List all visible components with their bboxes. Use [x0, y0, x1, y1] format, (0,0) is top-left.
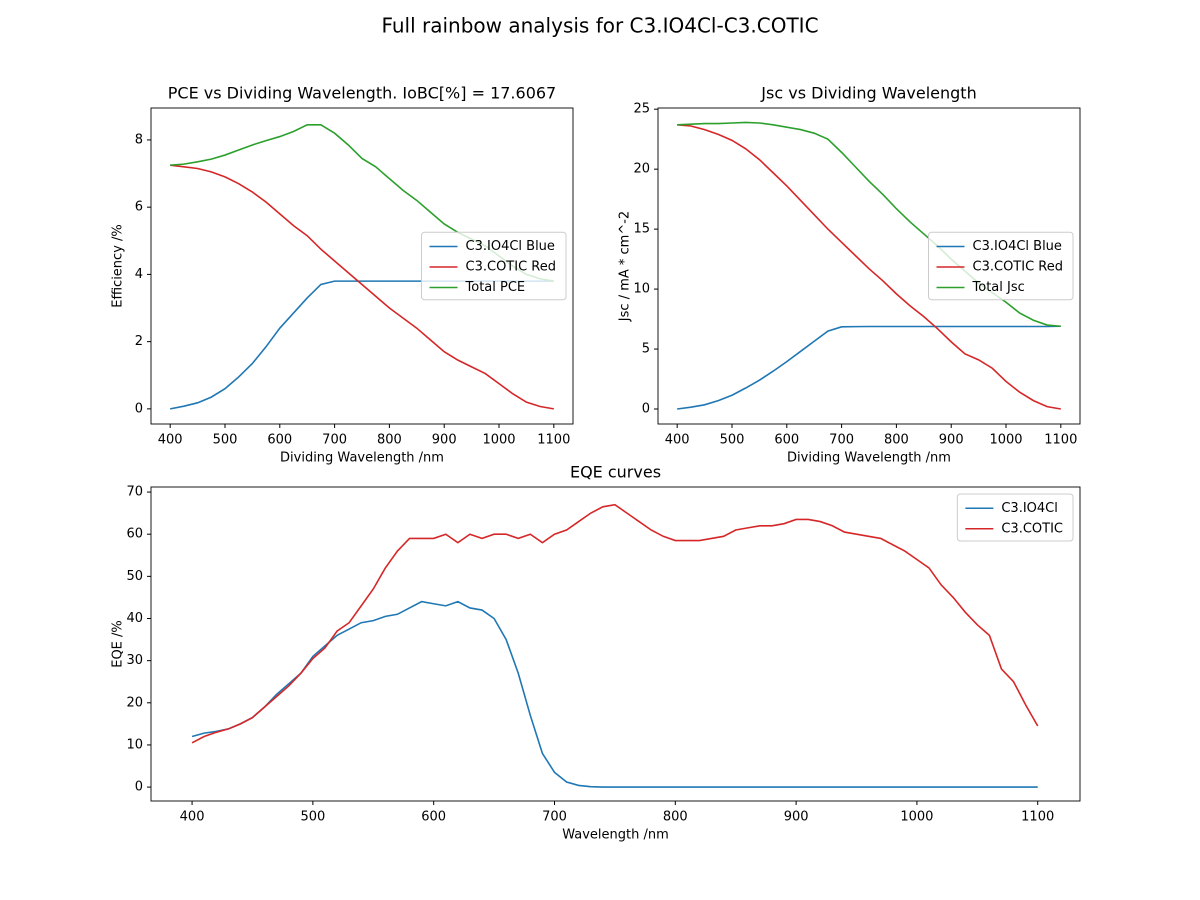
y-tick-label: 0	[135, 780, 143, 795]
y-tick-label: 50	[126, 569, 143, 584]
series-line	[677, 325, 1061, 410]
y-tick-label: 5	[642, 342, 650, 357]
y-axis-label: Jsc / mA * cm^-2	[618, 211, 633, 322]
y-tick-label: 8	[135, 132, 143, 147]
x-tick-label: 500	[213, 433, 238, 448]
x-tick-label: 700	[829, 433, 854, 448]
y-tick-label: 70	[126, 485, 143, 500]
y-tick-label: 4	[135, 267, 143, 282]
x-tick-label: 400	[158, 433, 183, 448]
y-tick-label: 20	[126, 695, 143, 710]
legend-frame	[421, 231, 567, 301]
y-tick-label: 0	[135, 401, 143, 416]
y-tick-label: 10	[126, 737, 143, 752]
series-line	[191, 503, 1039, 744]
x-axis-label: Wavelength /nm	[562, 828, 669, 843]
x-tick-label: 700	[322, 433, 347, 448]
y-tick-label: 30	[126, 653, 143, 668]
x-tick-label: 800	[377, 433, 402, 448]
series-line	[170, 164, 554, 410]
axes-title: EQE curves	[570, 463, 661, 482]
legend-label: C3.IO4Cl Blue	[466, 239, 555, 254]
legend-label: C3.COTIC	[1001, 521, 1063, 536]
y-tick-label: 2	[135, 334, 143, 349]
legend: C3.IO4Cl C3.COTIC	[956, 493, 1074, 542]
legend-label: C3.COTIC Red	[466, 260, 556, 275]
axes-title: PCE vs Dividing Wavelength. IoBC[%] = 17…	[168, 84, 556, 103]
y-axis-label: Efficiency /%	[111, 224, 126, 307]
y-tick-label: 15	[633, 222, 650, 237]
legend: C3.IO4Cl Blue C3.COTIC Red Total PCE	[421, 231, 567, 301]
legend-label: C3.IO4Cl	[1001, 501, 1058, 516]
axes-frame	[150, 486, 1081, 802]
x-tick-label: 1100	[1044, 433, 1077, 448]
x-tick-label: 600	[774, 433, 799, 448]
x-tick-label: 900	[939, 433, 964, 448]
x-tick-label: 1000	[900, 810, 933, 825]
figure-title: Full rainbow analysis for C3.IO4Cl-C3.CO…	[381, 14, 818, 38]
y-tick-label: 0	[642, 402, 650, 417]
x-tick-label: 800	[663, 810, 688, 825]
x-tick-label: 1000	[482, 433, 515, 448]
x-tick-label: 700	[542, 810, 567, 825]
x-axis-label: Dividing Wavelength /nm	[787, 451, 951, 466]
y-tick-label: 25	[633, 102, 650, 117]
x-tick-label: 900	[784, 810, 809, 825]
y-tick-label: 60	[126, 527, 143, 542]
x-tick-label: 600	[421, 810, 446, 825]
y-tick-label: 6	[135, 200, 143, 215]
y-tick-label: 10	[633, 282, 650, 297]
x-tick-label: 1000	[989, 433, 1022, 448]
legend-label: Total Jsc	[972, 280, 1025, 295]
axes-frame	[657, 107, 1081, 425]
x-tick-label: 900	[432, 433, 457, 448]
legend: C3.IO4Cl Blue C3.COTIC Red Total Jsc	[928, 231, 1074, 301]
legend-label: Total PCE	[465, 280, 526, 295]
axes-frame	[150, 107, 574, 425]
x-tick-label: 400	[665, 433, 690, 448]
x-tick-label: 400	[180, 810, 205, 825]
x-tick-label: 1100	[537, 433, 570, 448]
y-tick-label: 40	[126, 611, 143, 626]
x-tick-label: 600	[267, 433, 292, 448]
legend-label: C3.COTIC Red	[973, 260, 1063, 275]
legend-label: C3.IO4Cl Blue	[973, 239, 1062, 254]
x-tick-label: 500	[720, 433, 745, 448]
y-tick-label: 20	[633, 162, 650, 177]
axes-title: Jsc vs Dividing Wavelength	[760, 84, 976, 103]
legend-frame	[928, 231, 1074, 301]
series-line	[677, 123, 1061, 410]
x-tick-label: 1100	[1021, 810, 1054, 825]
y-axis-label: EQE /%	[111, 620, 126, 668]
x-tick-label: 800	[884, 433, 909, 448]
series-line	[191, 600, 1038, 788]
x-tick-label: 500	[300, 810, 325, 825]
x-axis-label: Dividing Wavelength /nm	[280, 451, 444, 466]
